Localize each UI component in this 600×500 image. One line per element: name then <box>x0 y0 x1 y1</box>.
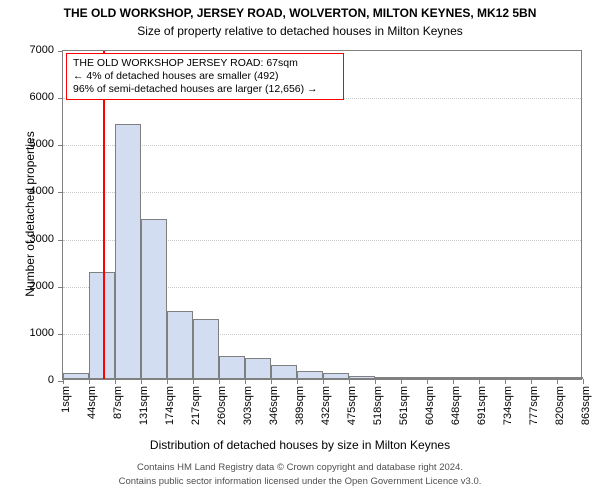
histogram-bar <box>505 377 531 379</box>
x-tick-label: 1sqm <box>60 386 72 434</box>
x-tick-mark <box>323 379 324 384</box>
y-tick-mark <box>58 287 63 288</box>
x-tick-mark <box>167 379 168 384</box>
annotation-line: 96% of semi-detached houses are larger (… <box>73 83 337 96</box>
x-tick-label: 475sqm <box>346 386 358 434</box>
x-tick-mark <box>453 379 454 384</box>
x-tick-mark <box>349 379 350 384</box>
x-tick-label: 777sqm <box>528 386 540 434</box>
y-tick-label: 2000 <box>30 280 54 292</box>
x-tick-label: 303sqm <box>242 386 254 434</box>
y-tick-mark <box>58 334 63 335</box>
x-tick-label: 518sqm <box>372 386 384 434</box>
x-tick-mark <box>557 379 558 384</box>
histogram-bar <box>531 377 557 379</box>
x-tick-mark <box>375 379 376 384</box>
histogram-bar <box>271 365 297 379</box>
histogram-bar <box>141 219 167 379</box>
histogram-bar <box>63 373 89 379</box>
y-tick-label: 1000 <box>30 327 54 339</box>
x-tick-label: 432sqm <box>320 386 332 434</box>
histogram-bar <box>453 377 479 379</box>
x-tick-label: 648sqm <box>450 386 462 434</box>
x-tick-mark <box>245 379 246 384</box>
x-tick-mark <box>63 379 64 384</box>
histogram-bar <box>323 373 349 379</box>
histogram-bar <box>375 377 401 379</box>
annotation-line: THE OLD WORKSHOP JERSEY ROAD: 67sqm <box>73 57 337 70</box>
histogram-bar <box>193 319 219 379</box>
x-tick-mark <box>297 379 298 384</box>
histogram-bar <box>401 377 427 379</box>
annotation-line: ← 4% of detached houses are smaller (492… <box>73 70 337 83</box>
y-tick-label: 4000 <box>30 185 54 197</box>
histogram-bar <box>479 377 505 379</box>
chart-title-line2: Size of property relative to detached ho… <box>0 24 600 38</box>
histogram-bar <box>167 311 193 379</box>
y-tick-mark <box>58 192 63 193</box>
x-tick-label: 217sqm <box>190 386 202 434</box>
x-tick-mark <box>89 379 90 384</box>
histogram-bar <box>219 356 245 379</box>
y-tick-labels: 01000200030004000500060007000 <box>0 50 58 380</box>
y-tick-mark <box>58 51 63 52</box>
x-tick-label: 174sqm <box>164 386 176 434</box>
x-tick-label: 346sqm <box>268 386 280 434</box>
x-tick-label: 389sqm <box>294 386 306 434</box>
y-tick-label: 3000 <box>30 233 54 245</box>
x-tick-mark <box>427 379 428 384</box>
x-tick-mark <box>401 379 402 384</box>
x-tick-mark <box>141 379 142 384</box>
x-tick-label: 260sqm <box>216 386 228 434</box>
x-tick-label: 691sqm <box>476 386 488 434</box>
histogram-bar <box>297 371 323 379</box>
histogram-bar <box>557 377 583 379</box>
histogram-bar <box>349 376 375 379</box>
y-tick-mark <box>58 98 63 99</box>
annotation-box: THE OLD WORKSHOP JERSEY ROAD: 67sqm← 4% … <box>66 53 344 100</box>
x-tick-mark <box>531 379 532 384</box>
footer-line1: Contains HM Land Registry data © Crown c… <box>0 462 600 473</box>
x-tick-label: 734sqm <box>502 386 514 434</box>
x-tick-label: 87sqm <box>112 386 124 434</box>
y-tick-label: 0 <box>48 374 54 386</box>
x-tick-mark <box>479 379 480 384</box>
x-tick-mark <box>219 379 220 384</box>
x-tick-labels: 1sqm 44sqm 87sqm 131sqm 174sqm 217sqm 260sqm 30… <box>62 386 582 436</box>
y-tick-label: 7000 <box>30 44 54 56</box>
x-axis-title: Distribution of detached houses by size … <box>0 438 600 452</box>
y-tick-label: 5000 <box>30 138 54 150</box>
footer-line2: Contains public sector information licen… <box>0 476 600 487</box>
x-tick-mark <box>271 379 272 384</box>
x-tick-mark <box>115 379 116 384</box>
histogram-bar <box>427 377 453 379</box>
x-tick-mark <box>583 379 584 384</box>
histogram-bar <box>245 358 271 379</box>
x-tick-label: 820sqm <box>554 386 566 434</box>
x-tick-label: 863sqm <box>580 386 592 434</box>
y-tick-mark <box>58 145 63 146</box>
y-tick-label: 6000 <box>30 91 54 103</box>
x-tick-mark <box>505 379 506 384</box>
x-tick-label: 131sqm <box>138 386 150 434</box>
histogram-bar <box>115 124 141 379</box>
x-tick-mark <box>193 379 194 384</box>
chart-title-line1: THE OLD WORKSHOP, JERSEY ROAD, WOLVERTON… <box>0 6 600 20</box>
y-tick-mark <box>58 240 63 241</box>
x-tick-label: 604sqm <box>424 386 436 434</box>
x-tick-label: 44sqm <box>86 386 98 434</box>
x-tick-label: 561sqm <box>398 386 410 434</box>
